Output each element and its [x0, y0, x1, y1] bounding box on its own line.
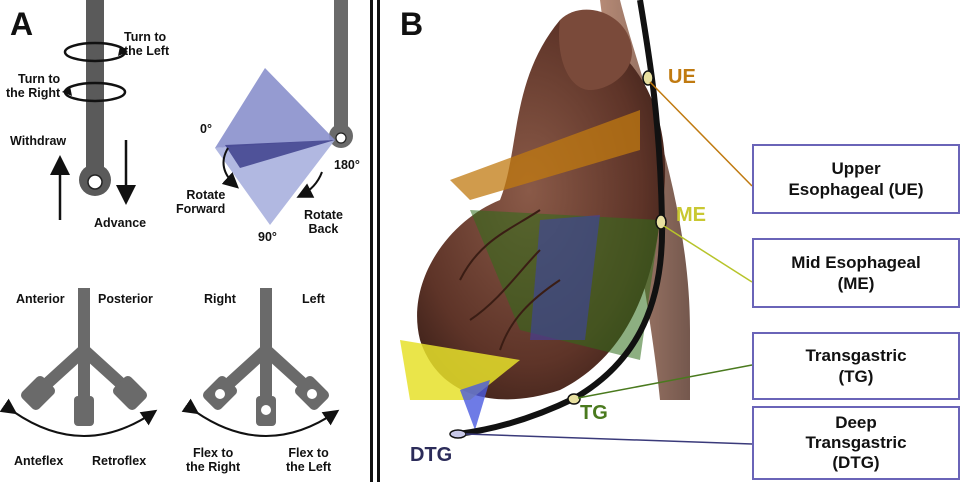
flex-left-right-arrow — [181, 398, 340, 437]
dtg-leader-line — [465, 433, 753, 445]
anteflex-retroflex-arrow — [0, 398, 158, 437]
panel-a-letter: A — [10, 6, 34, 42]
aorta — [559, 9, 632, 90]
panel-divider-right — [377, 0, 380, 482]
deg-0-label: 0° — [200, 122, 212, 136]
ue-view-box: Upper Esophageal (UE) — [752, 144, 960, 214]
tg-view-box: Transgastric (TG) — [752, 332, 960, 400]
retroflex-label: Retroflex — [92, 454, 147, 468]
turn-left-arrowhead — [118, 46, 128, 56]
me-leader-line — [663, 225, 753, 283]
tg-leader-line — [577, 364, 753, 399]
rotate-back-arrow — [296, 171, 323, 198]
anteflex-label: Anteflex — [14, 454, 64, 468]
me-view-box: Mid Esophageal (ME) — [752, 238, 960, 308]
flex-left-label: Flex to the Left — [286, 446, 332, 474]
dtg-plane-blue — [460, 380, 490, 430]
imaging-plane-dark — [225, 140, 335, 168]
rotate-forward-arrow — [221, 147, 239, 189]
coronary-vessels — [459, 209, 561, 351]
tg-tag: TG — [580, 402, 608, 424]
flex-right-label: Flex to the Right — [186, 446, 241, 474]
ue-position-marker — [642, 70, 654, 86]
turn-right-label: Turn to the Right — [6, 72, 61, 100]
tg-position-marker — [567, 393, 581, 405]
probe-manipulation-drawing — [0, 0, 353, 437]
right-label: Right — [204, 292, 236, 306]
withdraw-label: Withdraw — [10, 134, 67, 148]
panel-a: A — [0, 0, 370, 482]
posterior-label: Posterior — [98, 292, 153, 306]
tg-plane — [530, 215, 600, 340]
ue-tag: UE — [668, 66, 696, 88]
panel-divider-left — [370, 0, 373, 482]
dtg-view-box: Deep Transgastric (DTG) — [752, 406, 960, 480]
turn-left-label: Turn to the Left — [124, 30, 170, 58]
anterior-label: Anterior — [16, 292, 65, 306]
me-position-marker — [655, 214, 667, 230]
panel-b-letter: B — [400, 6, 424, 42]
ue-plane — [450, 110, 640, 200]
dtg-position-marker — [449, 429, 467, 439]
dtg-plane-yellow — [400, 340, 520, 400]
rotate-back-label: Rotate Back — [304, 208, 343, 236]
left-label: Left — [302, 292, 325, 306]
rotate-forward-label: Rotate Forward — [176, 188, 226, 216]
deg-180-label: 180° — [334, 158, 360, 172]
tee-probe — [457, 0, 666, 437]
advance-label: Advance — [94, 216, 147, 230]
imaging-plane-upper — [215, 68, 335, 148]
turn-right-arrowhead — [62, 86, 72, 96]
me-tag: ME — [676, 204, 706, 226]
deg-90-label: 90° — [258, 230, 277, 244]
probe-shaft-2 — [329, 0, 353, 148]
ue-leader-line — [649, 81, 753, 187]
dtg-tag: DTG — [410, 444, 453, 466]
